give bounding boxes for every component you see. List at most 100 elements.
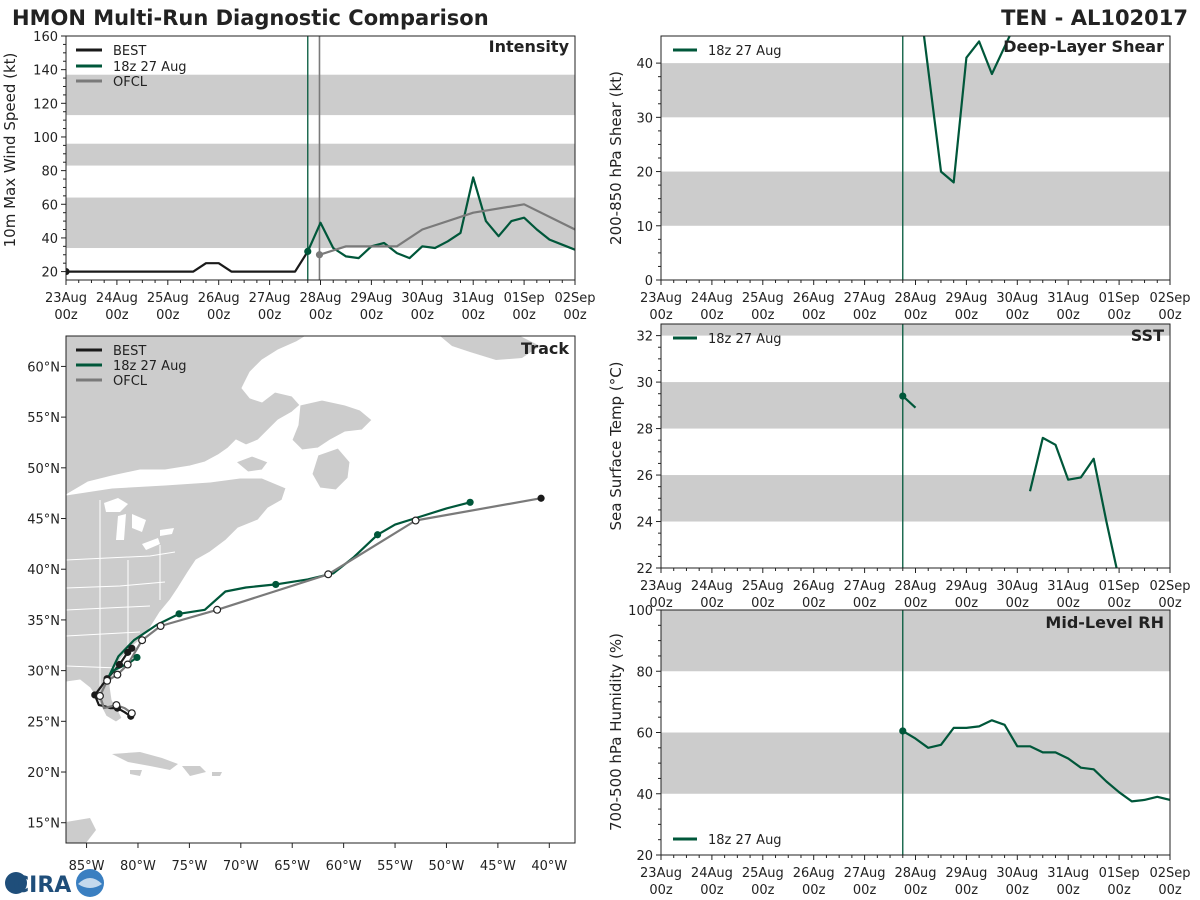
track-xtick-label: 70°W	[223, 859, 259, 874]
rh-xtick-label: 00z	[751, 883, 775, 898]
sst-frame	[660, 323, 1171, 569]
shear-bands	[661, 63, 1170, 226]
track-xtick-label: 45°W	[480, 859, 516, 874]
sst-xtick-label: 00z	[700, 596, 724, 611]
track-point-open-ofcl	[123, 660, 132, 669]
shear-xtick-label: 00z	[904, 308, 928, 323]
intensity-ytick-label: 160	[33, 30, 58, 45]
rh-point-0-0	[899, 727, 907, 735]
shear-xtick-label: 02Sep	[1149, 291, 1190, 306]
track-point-open-ofcl	[127, 709, 136, 718]
shear-series	[922, 36, 1011, 184]
rh-ytick-label: 20	[636, 849, 653, 864]
shear-ytick-label: 40	[636, 57, 653, 72]
central-america-land	[66, 818, 96, 843]
logo-wave	[78, 878, 102, 888]
rh-band-1	[661, 610, 1170, 672]
sst-ytick-label: 26	[636, 469, 653, 484]
newfoundland-land	[311, 447, 351, 491]
intensity-xtick-label: 00z	[207, 308, 231, 323]
sst-ytick-label: 24	[636, 516, 653, 531]
shear-xtick-label: 00z	[955, 308, 979, 323]
track-point-open-ofcl	[95, 691, 104, 700]
track-ytick-label: 45°N	[27, 513, 60, 528]
sst-ylabel: Sea Surface Temp (°C)	[607, 361, 625, 530]
cuba-land	[112, 752, 178, 770]
track-ytick-label: 40°N	[27, 563, 60, 578]
track-xtick-label: 80°W	[120, 859, 156, 874]
shear-title: Deep-Layer Shear	[1003, 37, 1164, 56]
logo-text: CIRA	[13, 873, 71, 898]
intensity-ytick-label: 140	[33, 64, 58, 79]
rh-xtick-label: 00z	[1158, 883, 1182, 898]
rh-legend: 18z 27 Aug	[673, 833, 782, 848]
shear-line-18z-27-aug-0	[922, 36, 1011, 184]
track-ytick-label: 15°N	[27, 817, 60, 832]
intensity-xtick-label: 00z	[462, 308, 486, 323]
intensity-xtick-label: 26Aug	[198, 291, 240, 306]
track-ytick-label: 55°N	[27, 411, 60, 426]
rh-xtick-label: 24Aug	[691, 866, 733, 881]
sst-xtick-label: 02Sep	[1149, 579, 1190, 594]
track-point-18z-27-aug	[175, 610, 183, 618]
shear-xtick-label: 00z	[1158, 308, 1182, 323]
sst-point-0-0	[899, 392, 907, 400]
intensity-xtick-label: 30Aug	[401, 291, 443, 306]
sst-band-1	[661, 382, 1170, 429]
rh-xtick-label: 01Sep	[1099, 866, 1140, 881]
shear-ytick-label: 10	[636, 220, 653, 235]
shear-band-1	[661, 63, 1170, 118]
sst-xtick-label: 00z	[1107, 596, 1131, 611]
shear-xtick-label: 26Aug	[793, 291, 835, 306]
rh-ytick-label: 80	[636, 665, 653, 680]
shear-xtick-label: 00z	[649, 308, 673, 323]
rh-xtick-label: 30Aug	[996, 866, 1038, 881]
intensity-ytick-label: 20	[41, 266, 58, 281]
track-point-ofcl	[537, 494, 545, 502]
jamaica-land	[130, 770, 142, 776]
land-masses	[66, 336, 540, 843]
track-point-18z-27-aug	[133, 653, 141, 662]
track-series	[91, 494, 545, 720]
sst-xtick-label: 00z	[751, 596, 775, 611]
greenland-land	[440, 336, 540, 360]
rh-axes: 20 40 60 80 100 23Aug 00z 24Aug 00z 25Aug 00z 26Aug…	[628, 604, 1190, 898]
intensity-xtick-label: 00z	[105, 308, 129, 323]
intensity-xtick-label: 00z	[360, 308, 384, 323]
sst-xtick-label: 00z	[1006, 596, 1030, 611]
sst-title: SST	[1131, 326, 1164, 345]
sst-xtick-label: 00z	[649, 596, 673, 611]
sst-xtick-label: 27Aug	[844, 579, 886, 594]
shear-xtick-label: 28Aug	[895, 291, 937, 306]
rh-band-0	[661, 732, 1170, 794]
track-panel: 85°W 80°W 75°W 70°W 65°W 60°W 55°W 50°W 45°W 40°W…	[27, 335, 576, 874]
sst-band-2	[661, 324, 1170, 336]
sst-ytick-label: 28	[636, 423, 653, 438]
intensity-axes: 20 40 60 80 100 120 140 160 23Aug 00z 24Aug 00z 25Au…	[33, 30, 595, 323]
shear-xtick-label: 30Aug	[996, 291, 1038, 306]
rh-xtick-label: 23Aug	[640, 866, 682, 881]
intensity-ytick-label: 100	[33, 131, 58, 146]
storm-id: TEN - AL102017	[1001, 6, 1188, 30]
sst-ytick-label: 32	[636, 330, 653, 345]
intensity-xtick-label: 02Sep	[554, 291, 595, 306]
rh-line-18z-27-aug-0	[902, 719, 1170, 803]
shear-xtick-label: 23Aug	[640, 291, 682, 306]
shear-xtick-label: 27Aug	[844, 291, 886, 306]
rh-xtick-label: 00z	[649, 883, 673, 898]
track-point-best	[128, 644, 136, 652]
track-point-open-ofcl	[112, 701, 121, 710]
shear-xtick-label: 00z	[700, 308, 724, 323]
track-point-open-ofcl	[103, 676, 112, 685]
rh-xtick-label: 00z	[955, 883, 979, 898]
shear-xtick-label: 29Aug	[945, 291, 987, 306]
logo-globe-left	[5, 872, 27, 894]
shear-panel: 0 10 20 30 40 23Aug 00z 24Aug 00z 25Aug 00z 26Aug 00…	[607, 35, 1191, 323]
sst-series	[899, 392, 1118, 568]
rh-xtick-label: 00z	[700, 883, 724, 898]
rh-panel: 20 40 60 80 100 23Aug 00z 24Aug 00z 25Aug 00z 26Aug…	[607, 604, 1191, 898]
track-title: Track	[521, 339, 569, 358]
intensity-xtick-label: 27Aug	[249, 291, 291, 306]
shear-band-0	[661, 171, 1170, 226]
lake-michigan	[116, 514, 126, 540]
